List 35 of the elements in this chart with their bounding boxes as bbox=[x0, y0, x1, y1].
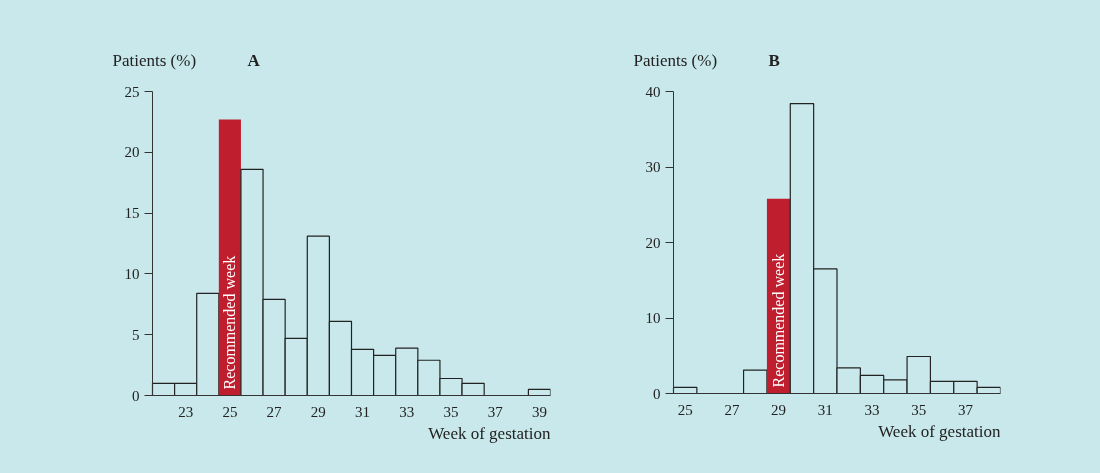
y-axis-title: Patients (%) bbox=[633, 50, 718, 70]
annotation: Recommended week bbox=[770, 253, 788, 388]
y-tick-label: 40 bbox=[645, 83, 661, 100]
y-tick-label: 30 bbox=[645, 159, 661, 175]
y-axis-title: Patients (%) bbox=[112, 50, 197, 70]
x-tick-label: 37 bbox=[957, 401, 974, 418]
x-tick-label: 35 bbox=[911, 401, 927, 418]
y-tick-label: 15 bbox=[124, 205, 140, 222]
x-axis-title: Week of gestation bbox=[428, 423, 551, 443]
y-tick-label: 0 bbox=[653, 385, 661, 402]
x-tick-label: 37 bbox=[487, 403, 504, 420]
x-tick-label: 27 bbox=[266, 403, 283, 420]
y-tick-label: 10 bbox=[124, 265, 140, 282]
x-tick-label: 33 bbox=[864, 401, 880, 418]
chart-title: B bbox=[768, 50, 780, 70]
y-tick-label: 20 bbox=[124, 144, 140, 161]
x-tick-label: 23 bbox=[178, 403, 194, 420]
x-axis-title: Week of gestation bbox=[878, 421, 1001, 441]
chart-title: A bbox=[247, 50, 261, 70]
y-tick-label: 0 bbox=[132, 387, 140, 404]
x-tick-label: 25 bbox=[677, 401, 693, 418]
x-tick-label: 33 bbox=[399, 403, 415, 420]
y-tick-label: 5 bbox=[132, 326, 140, 343]
x-tick-label: 35 bbox=[443, 403, 459, 420]
x-tick-label: 25 bbox=[222, 403, 238, 420]
annotation: Recommended week bbox=[221, 255, 239, 390]
x-tick-label: 29 bbox=[310, 403, 326, 420]
x-tick-label: 31 bbox=[355, 403, 371, 420]
x-tick-label: 31 bbox=[817, 401, 833, 418]
y-tick-label: 20 bbox=[645, 234, 661, 251]
x-tick-label: 39 bbox=[531, 403, 547, 420]
x-tick-label: 27 bbox=[724, 401, 740, 418]
x-tick-label: 29 bbox=[771, 401, 787, 418]
y-tick-label: 10 bbox=[645, 310, 661, 326]
y-tick-label: 25 bbox=[124, 83, 140, 100]
